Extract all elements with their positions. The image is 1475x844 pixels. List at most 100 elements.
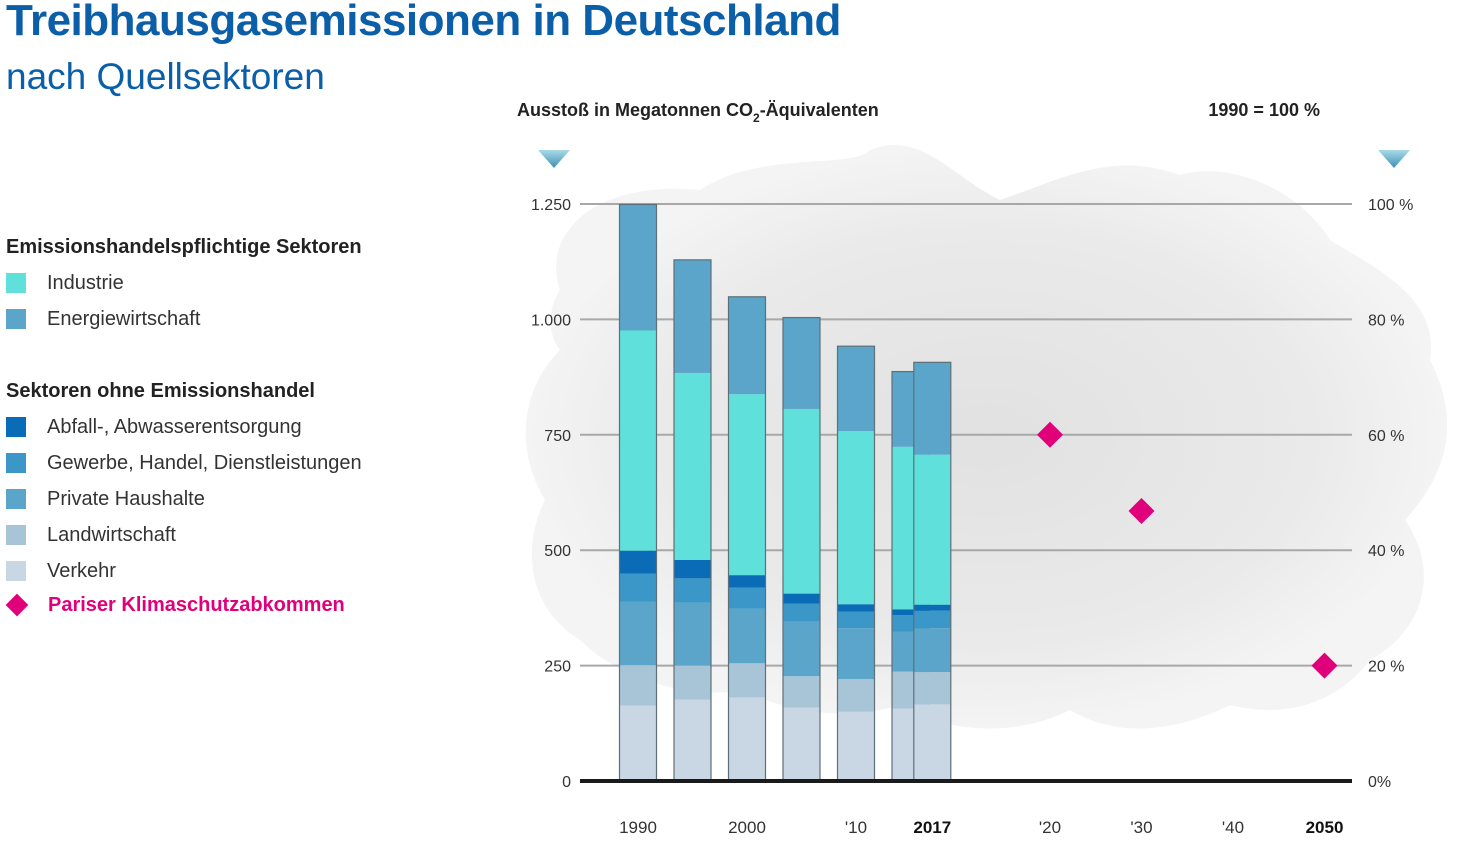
legend-label: Pariser Klimaschutzabkommen <box>48 593 345 616</box>
bar-segment <box>783 621 820 677</box>
x-tick-label: 2017 <box>913 818 951 837</box>
bar-segment <box>619 573 657 602</box>
page-title: Treibhausgasemissionen in Deutschland <box>6 0 841 45</box>
x-tick-label: '20 <box>1039 818 1061 837</box>
bar-segment <box>728 663 766 698</box>
bar-segment <box>783 408 820 594</box>
bar-segment <box>728 575 766 588</box>
bar-segment <box>837 346 875 432</box>
bar-segment <box>783 317 820 409</box>
bar-segment <box>913 610 951 629</box>
x-tick-label: 2050 <box>1306 818 1344 837</box>
legend-group-ets-title: Emissionshandelspflichtige Sektoren <box>6 236 362 258</box>
right-tick-label: 20 % <box>1368 659 1404 676</box>
bar-segment <box>619 204 657 331</box>
y-tick-label: 1.000 <box>531 312 571 329</box>
bar-segment <box>619 705 657 781</box>
y-tick-label: 750 <box>544 428 571 445</box>
bar-segment <box>619 601 657 666</box>
bar-segment <box>783 707 820 781</box>
legend-item-haushalte: Private Haushalte <box>6 487 205 511</box>
x-tick-label: 1990 <box>619 818 657 837</box>
bar-segment <box>913 704 951 781</box>
y-tick-label: 1.250 <box>531 197 571 214</box>
x-tick-label: '10 <box>845 818 867 837</box>
bar-segment <box>674 578 711 603</box>
right-tick-label: 100 % <box>1368 197 1413 214</box>
right-axis-triangle-icon <box>1378 150 1410 168</box>
legend-item-abfall: Abfall-, Abwasserentsorgung <box>6 415 302 439</box>
legend-item-energiewirtschaft: Energiewirtschaft <box>6 307 200 331</box>
legend-item-landwirtschaft: Landwirtschaft <box>6 523 176 547</box>
right-tick-label: 40 % <box>1368 543 1404 560</box>
y-tick-label: 500 <box>544 543 571 560</box>
right-axis-title: 1990 = 100 % <box>1208 100 1320 120</box>
bar-segment <box>837 604 875 612</box>
legend-label: Abfall-, Abwasserentsorgung <box>47 415 302 438</box>
legend-label: Energiewirtschaft <box>47 307 201 330</box>
bar-segment <box>674 602 711 666</box>
bar-segment <box>837 711 875 781</box>
bar-segment <box>674 665 711 700</box>
y-tick-label: 250 <box>544 659 571 676</box>
bar-segment <box>728 587 766 609</box>
bar-segment <box>674 559 711 579</box>
bar-segment <box>619 330 657 551</box>
right-tick-label: 80 % <box>1368 312 1404 329</box>
bar-segment <box>913 362 951 455</box>
right-tick-label: 0% <box>1368 774 1391 791</box>
legend-swatch-gewerbe <box>6 453 26 473</box>
left-axis-title-end: -Äquivalenten <box>760 100 879 120</box>
bar-segment <box>783 593 820 604</box>
x-tick-label: 2000 <box>728 818 766 837</box>
left-axis-title-subscript: 2 <box>753 111 760 125</box>
bar-segment <box>837 678 875 712</box>
bar-segment <box>783 676 820 708</box>
bar-segment <box>892 609 929 616</box>
legend-group-non-ets-title: Sektoren ohne Emissionshandel <box>6 380 315 402</box>
legend-label: Landwirtschaft <box>47 523 176 546</box>
bar-segment <box>674 259 711 373</box>
bar-segment <box>913 604 951 611</box>
legend-swatch-verkehr <box>6 561 26 581</box>
bar-segment <box>913 628 951 673</box>
bar-segment <box>619 665 657 706</box>
x-tick-label: '30 <box>1130 818 1152 837</box>
background-watercolor-blob <box>525 145 1448 729</box>
y-tick-label: 0 <box>562 774 571 791</box>
legend-swatch-landwirtschaft <box>6 525 26 545</box>
legend-item-paris-target: Pariser Klimaschutzabkommen <box>5 593 345 617</box>
legend-label: Private Haushalte <box>47 487 205 510</box>
legend-item-industrie: Industrie <box>6 271 124 295</box>
legend-swatch-industrie <box>6 273 26 293</box>
legend-item-verkehr: Verkehr <box>6 559 116 583</box>
legend-label: Industrie <box>47 271 124 294</box>
right-tick-label: 60 % <box>1368 428 1404 445</box>
bar-segment <box>913 672 951 705</box>
bar-segment <box>728 296 766 395</box>
page-subtitle: nach Quellsektoren <box>6 56 325 97</box>
legend-item-gewerbe: Gewerbe, Handel, Dienstleistungen <box>6 451 362 475</box>
legend-swatch-haushalte <box>6 489 26 509</box>
bar-segment <box>728 608 766 664</box>
bar-segment <box>837 628 875 679</box>
bar-segment <box>674 699 711 781</box>
bar-segment <box>837 431 875 605</box>
bar-segment <box>837 611 875 629</box>
bar-segment <box>674 372 711 560</box>
bar-segment <box>913 454 951 605</box>
legend-swatch-abfall <box>6 417 26 437</box>
legend-label: Verkehr <box>47 559 116 582</box>
legend-swatch-energiewirtschaft <box>6 309 26 329</box>
bar-segment <box>783 603 820 622</box>
left-axis-title: Ausstoß in Megatonnen CO2-Äquivalenten <box>517 100 879 125</box>
left-axis-title-main: Ausstoß in Megatonnen CO <box>517 100 753 120</box>
target-diamond <box>1037 421 1063 448</box>
bar-segment <box>619 550 657 574</box>
bar-segment <box>728 697 766 781</box>
x-tick-label: '40 <box>1222 818 1244 837</box>
bar-segment <box>728 394 766 576</box>
left-axis-triangle-icon <box>538 150 570 168</box>
target-diamond <box>1128 497 1155 524</box>
